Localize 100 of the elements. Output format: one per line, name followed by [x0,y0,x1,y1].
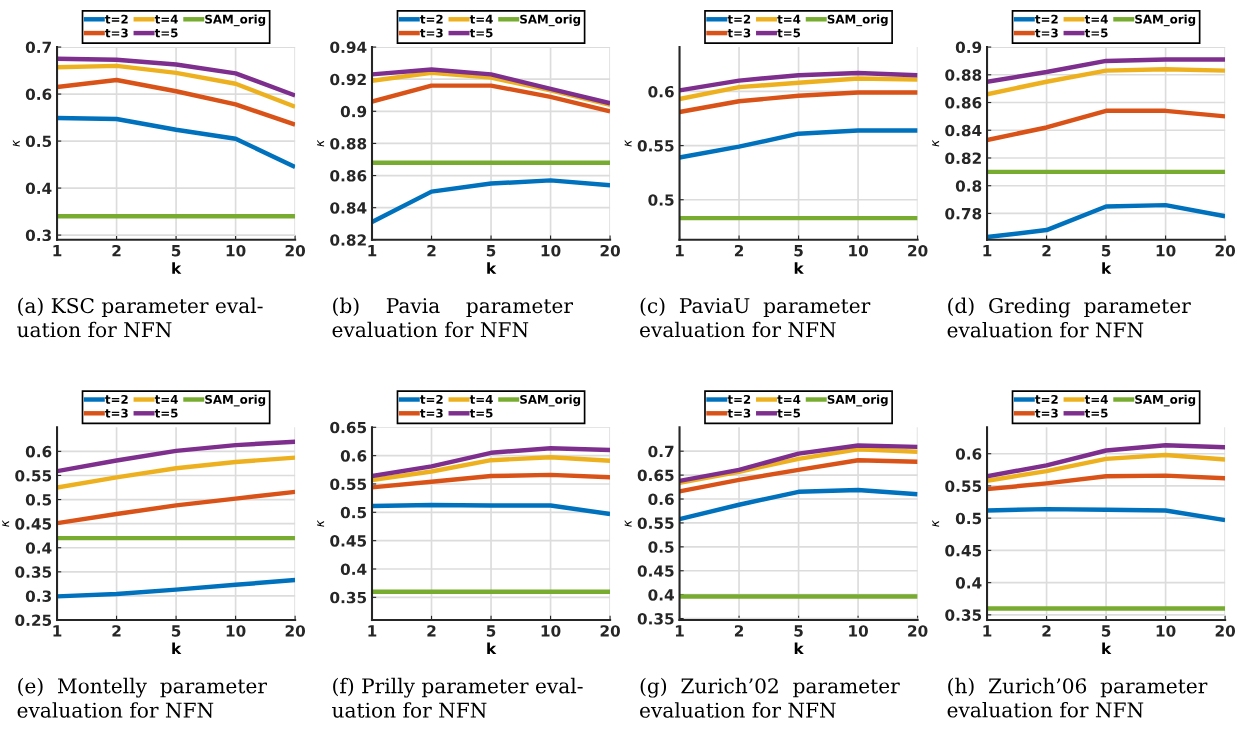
y-tick-label: 0.88 [945,69,982,81]
text: (e) Montelly parameter evaluation for NFN [17,677,267,718]
y-tick-label: 0.4 [955,577,982,589]
y-axis-title: κ [12,139,20,147]
line-series [372,178,611,225]
legend-label: t=4 [777,395,801,404]
line-series [987,506,1226,523]
x-tick-label: 10 [226,625,246,637]
y-tick-label: 0.7 [648,445,674,458]
x-tick-label: 2 [427,244,436,257]
legend-label: t=4 [1084,14,1108,24]
y-tick-label: 0.94 [330,41,367,54]
legend-label: t=4 [154,14,178,24]
legend-label: SAM_orig [520,394,581,407]
line-series [372,446,611,479]
line-series [372,455,611,483]
y-axis-title: κ [624,520,632,527]
legend-label: t=5 [777,28,801,38]
x-axis-title: k [1102,262,1112,274]
y-tick-label: 0.6 [648,85,674,98]
x-axis-title: k [172,642,182,655]
line-series [57,77,296,127]
y-axis-title: κ [317,520,325,527]
y-tick-label: 0.35 [15,566,52,578]
legend-label: SAM_orig [1135,14,1196,27]
line-series [987,473,1226,492]
y-tick-label: 0.45 [945,544,982,557]
text: (h) Zurich’06 parameter evaluation for NFN [947,677,1208,718]
line-series [372,472,611,490]
y-tick-label: 0.9 [955,41,982,54]
y-tick-label: 0.35 [330,591,367,604]
legend-label: t=2 [105,14,128,24]
y-tick-label: 0.7 [25,41,51,54]
legend-label: SAM_orig [1135,394,1196,407]
legend-label: t=5 [1084,408,1108,418]
y-tick-label: 0.82 [945,152,981,164]
y-tick-label: 0.45 [15,518,52,530]
text: (g) Zurich’02 parameter evaluation for NFN [640,677,900,718]
x-tick-label: 2 [112,244,121,257]
legend-label: SAM_orig [827,394,888,407]
legend-label: t=4 [777,14,801,24]
line-series [57,489,296,526]
legend-label: t=5 [1084,28,1108,38]
x-axis-title: k [172,262,182,274]
line-series [57,439,296,474]
line-series [679,76,918,102]
y-tick-label: 0.6 [340,450,367,462]
y-tick-label: 0.5 [648,194,674,206]
line-series [679,487,918,522]
legend-label: t=5 [469,408,493,418]
text: (a) KSC parameter eval- uation for NFN [17,297,263,338]
legend-label: t=3 [105,28,128,38]
x-tick-label: 20 [908,244,928,257]
y-tick-label: 0.55 [637,140,674,152]
y-axis-title: κ [2,520,10,527]
line-series [987,57,1226,84]
x-tick-label: 5 [486,245,496,257]
x-tick-label: 2 [1042,244,1051,257]
x-tick-label: 2 [1042,625,1051,637]
y-tick-label: 0.4 [25,542,52,554]
legend-label: t=3 [727,408,751,418]
y-tick-label: 0.55 [15,469,52,482]
x-tick-label: 20 [285,244,306,257]
y-tick-label: 0.5 [25,135,52,148]
y-axis-title: κ [317,139,325,147]
legend-label: SAM_orig [827,14,888,27]
x-tick-label: 10 [1156,244,1176,257]
line-series [987,443,1226,479]
y-tick-label: 0.84 [945,124,982,137]
x-tick-label: 5 [1101,625,1111,637]
x-tick-label: 1 [53,245,62,257]
y-tick-label: 0.5 [340,506,367,519]
y-axis-title: κ [932,520,940,527]
line-series [57,115,296,170]
legend-label: t=5 [469,28,493,38]
y-tick-label: 0.55 [945,480,982,492]
legend-label: SAM_orig [520,14,581,27]
legend-label: t=4 [469,14,493,24]
x-tick-label: 2 [427,625,436,637]
line-series [679,70,918,93]
x-tick-label: 5 [794,625,803,637]
x-tick-label: 2 [112,625,121,637]
legend-label: t=2 [1035,14,1058,24]
y-tick-label: 0.55 [330,478,367,490]
line-series [679,128,918,160]
y-tick-label: 0.45 [330,535,367,547]
x-tick-label: 10 [849,625,868,637]
legend-label: t=5 [154,408,178,418]
line-series [372,502,611,517]
x-tick-label: 5 [794,245,803,257]
y-tick-label: 0.84 [330,202,367,214]
legend-label: t=2 [727,394,751,404]
y-tick-label: 0.9 [340,105,367,118]
y-tick-label: 0.6 [648,493,674,506]
x-tick-label: 5 [486,625,496,637]
x-tick-label: 5 [1101,245,1111,257]
x-tick-label: 2 [734,244,744,257]
y-tick-label: 0.65 [330,421,367,434]
y-tick-label: 0.35 [945,609,982,621]
x-tick-label: 1 [675,245,684,257]
